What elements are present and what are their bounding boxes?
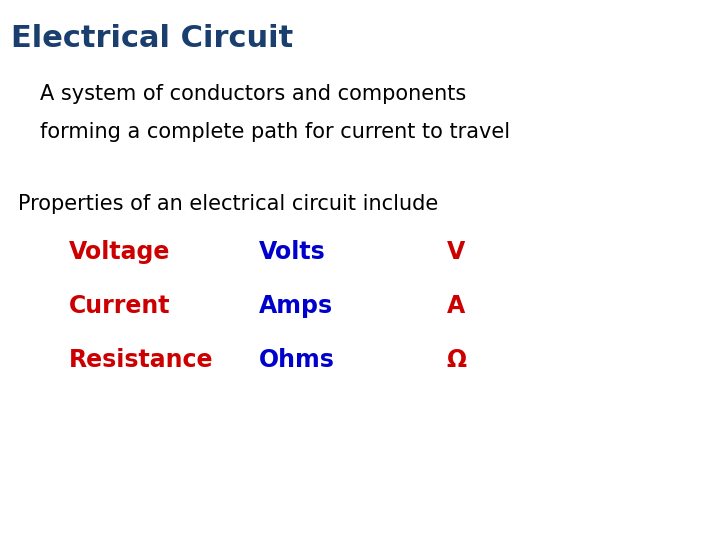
Text: Volts: Volts: [259, 240, 326, 264]
Text: Electrical Circuit: Electrical Circuit: [11, 24, 293, 53]
Text: Ohms: Ohms: [259, 348, 335, 372]
Text: A: A: [446, 294, 464, 318]
Text: Amps: Amps: [259, 294, 333, 318]
Text: forming a complete path for current to travel: forming a complete path for current to t…: [40, 122, 510, 141]
Text: Voltage: Voltage: [68, 240, 170, 264]
Text: Properties of an electrical circuit include: Properties of an electrical circuit incl…: [18, 194, 438, 214]
Text: Current: Current: [68, 294, 170, 318]
Text: A system of conductors and components: A system of conductors and components: [40, 84, 466, 104]
Text: V: V: [446, 240, 464, 264]
Text: Resistance: Resistance: [68, 348, 213, 372]
Text: Ω: Ω: [446, 348, 467, 372]
